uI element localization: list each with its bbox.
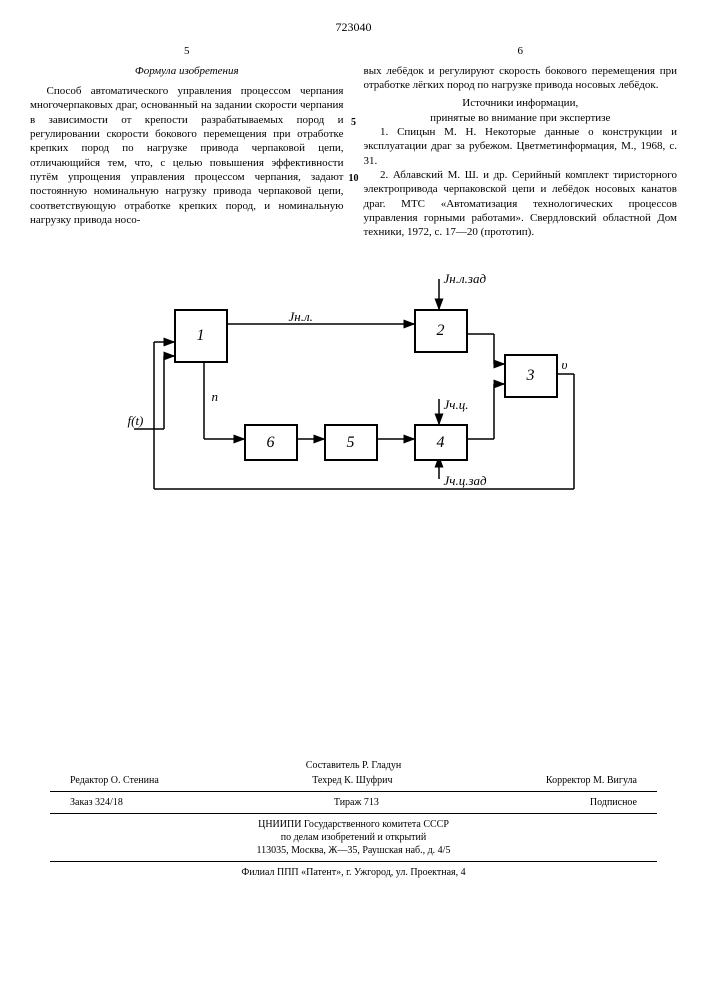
label-ft: f(t) (128, 413, 144, 430)
right-page-num: 6 (364, 44, 678, 58)
line-marker-10: 10 (349, 172, 359, 185)
footer-org1: ЦНИИПИ Государственного комитета СССР (30, 818, 677, 831)
footer-addr1: 113035, Москва, Ж—35, Раушская наб., д. … (30, 844, 677, 857)
left-page-num: 5 (30, 44, 344, 58)
label-juc-zad: Jч.ц.зад (444, 473, 487, 490)
source-2: 2. Аблавский М. Ш. и др. Серийный компле… (364, 168, 678, 239)
label-n: n (212, 389, 219, 406)
footer: Составитель Р. Гладун Редактор О. Стенин… (30, 759, 677, 879)
block-diagram: 1 2 3 4 5 6 Jн.л. Jн.л.зад Jч.ц. Jч.ц.за… (134, 279, 574, 509)
footer-tech: Техред К. Шуфрич (312, 774, 392, 787)
block-4: 4 (414, 424, 468, 461)
block-1: 1 (174, 309, 228, 363)
block-6: 6 (244, 424, 298, 461)
formula-title: Формула изобретения (30, 64, 344, 78)
label-jnl: Jн.л. (289, 309, 313, 326)
label-v: υ (562, 357, 568, 374)
line-marker-5: 5 (351, 116, 356, 129)
left-column: 5 Формула изобретения Способ автоматичес… (30, 44, 344, 240)
block-3: 3 (504, 354, 558, 398)
source-1: 1. Спицын М. Н. Некоторые данные о конст… (364, 125, 678, 168)
left-body: Способ автоматического управления процес… (30, 84, 344, 227)
footer-compiler: Составитель Р. Гладун (30, 759, 677, 772)
footer-corrector: Корректор М. Вигула (546, 774, 637, 787)
block-2: 2 (414, 309, 468, 353)
text-columns: 5 Формула изобретения Способ автоматичес… (30, 44, 677, 240)
footer-order: Заказ 324/18 (70, 796, 123, 809)
label-jnl-zad: Jн.л.зад (444, 271, 487, 288)
sources-sub: принятые во внимание при экспертизе (364, 111, 678, 125)
footer-editor: Редактор О. Стенина (70, 774, 159, 787)
doc-number: 723040 (30, 20, 677, 36)
right-body-1: вых лебёдок и регулируют скорость боково… (364, 64, 678, 93)
footer-subscribed: Подписное (590, 796, 637, 809)
right-column: 6 вых лебёдок и регулируют скорость боко… (364, 44, 678, 240)
footer-org2: по делам изобретений и открытий (30, 831, 677, 844)
label-juc: Jч.ц. (444, 397, 469, 414)
block-5: 5 (324, 424, 378, 461)
footer-addr2: Филиал ППП «Патент», г. Ужгород, ул. Про… (30, 866, 677, 879)
footer-tirazh: Тираж 713 (334, 796, 379, 809)
sources-title: Источники информации, (364, 96, 678, 110)
